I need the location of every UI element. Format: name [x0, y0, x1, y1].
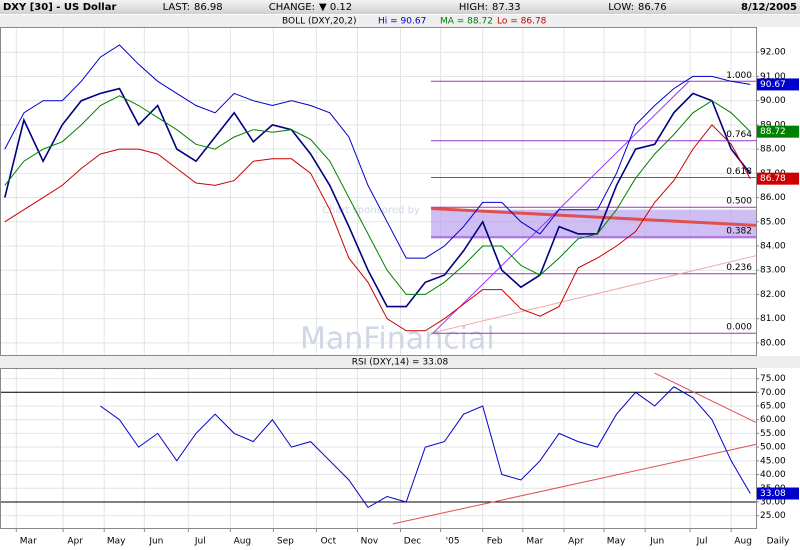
watermark-top: Chart sponsored by	[322, 205, 420, 216]
y-tick-label: 82.00	[760, 290, 786, 300]
series-line	[4, 44, 751, 259]
fib-label: 0.000	[726, 323, 752, 333]
y-tick-label: 84.00	[760, 242, 786, 252]
x-tick-label: Mar	[526, 537, 543, 547]
x-tick-label: Jun	[649, 537, 664, 547]
fib-label: 0.236	[726, 263, 752, 273]
trendline	[432, 80, 690, 334]
y-tick-label: 85.00	[760, 217, 786, 227]
panel-layer: 25.0030.0035.0040.0045.0050.0055.0060.00…	[1, 369, 799, 528]
y-tick-label: 81.00	[760, 314, 786, 324]
x-end-label: Daily	[767, 537, 790, 547]
rsi-title: RSI (DXY,14) = 33.08	[352, 358, 449, 368]
x-tick-label: Nov	[361, 537, 379, 547]
trendline	[654, 372, 757, 423]
value-tag	[757, 172, 799, 185]
x-tick-label: Aug	[234, 537, 252, 547]
x-tick-label: Mar	[20, 537, 37, 547]
y-tick-label: 88.00	[760, 145, 786, 155]
header-bar	[0, 0, 800, 14]
y-tick-label: 40.00	[760, 470, 786, 480]
legend-entry: Hi = 90.67	[378, 17, 426, 27]
x-tick-label: Oct	[321, 537, 337, 547]
y-tick-label: 60.00	[760, 415, 786, 425]
series-line	[100, 386, 751, 509]
stat-value: 87.33	[492, 2, 521, 13]
trendline	[430, 255, 757, 334]
stat-value: 86.76	[638, 2, 667, 13]
x-tick-label: Apr	[67, 537, 83, 547]
stat-value: ▼ 0.12	[319, 2, 352, 13]
watermark: ManFinancial	[300, 322, 495, 357]
panel-layer: 80.0081.0082.0083.0084.0085.0086.0087.00…	[1, 28, 799, 357]
x-tick-label: Sep	[277, 537, 294, 547]
indicator-bar	[0, 15, 800, 27]
series-line	[4, 87, 751, 308]
y-tick-label: 92.00	[760, 48, 786, 58]
series-line	[4, 95, 751, 295]
trendline	[392, 443, 757, 525]
x-tick-label: Jul	[194, 537, 206, 547]
x-tick-label: Jun	[148, 537, 163, 547]
price-panel	[0, 27, 757, 356]
x-tick-label: '05	[446, 537, 460, 547]
fib-label: 0.764	[726, 130, 752, 140]
x-tick-label: Dec	[404, 537, 421, 547]
value-tag-label: 86.78	[760, 174, 786, 184]
y-tick-label: 75.00	[760, 374, 786, 384]
y-tick-label: 80.00	[760, 338, 786, 348]
value-tag-label: 33.08	[760, 489, 786, 499]
y-tick-label: 89.00	[760, 120, 786, 130]
y-tick-label: 50.00	[760, 443, 786, 453]
y-tick-label: 30.00	[760, 497, 786, 507]
stat-label: CHANGE:	[269, 2, 315, 13]
y-tick-label: 91.00	[760, 72, 786, 82]
x-tick-label: Jul	[696, 537, 708, 547]
x-tick-label: May	[607, 537, 626, 547]
y-tick-label: 90.00	[760, 96, 786, 106]
fib-label: 1.000	[726, 71, 752, 81]
value-tag-label: 88.72	[760, 127, 786, 137]
value-tag	[757, 125, 799, 138]
indicator-label: BOLL (DXY,20,2)	[282, 17, 357, 27]
y-tick-label: 55.00	[760, 429, 786, 439]
x-tick-label: May	[107, 537, 126, 547]
value-tag	[757, 487, 799, 500]
stat-value: 86.98	[194, 2, 223, 13]
x-tick-label: Feb	[487, 537, 503, 547]
x-tick-label: Apr	[568, 537, 584, 547]
legend-entry: Lo = 86.78	[497, 17, 547, 27]
rsi-bar	[0, 356, 800, 368]
fib-label: 0.500	[726, 197, 752, 207]
value-tag	[757, 78, 799, 91]
stat-label: LAST:	[163, 2, 190, 13]
y-tick-label: 86.00	[760, 193, 786, 203]
symbol: DXY [30] - US Dollar	[3, 2, 116, 13]
series-line	[4, 124, 751, 332]
trendline	[430, 206, 757, 227]
legend-entry: MA = 88.72	[440, 17, 493, 27]
y-tick-label: 65.00	[760, 402, 786, 412]
y-tick-label: 45.00	[760, 456, 786, 466]
fib-label: 0.618	[726, 167, 752, 177]
stat-label: HIGH:	[459, 2, 488, 13]
value-tag-label: 90.67	[760, 80, 786, 90]
stat-label: LOW:	[608, 2, 634, 13]
date: 8/12/2005	[741, 2, 797, 13]
y-tick-label: 25.00	[760, 511, 786, 521]
y-tick-label: 70.00	[760, 388, 786, 398]
x-tick-label: Aug	[734, 537, 752, 547]
y-tick-label: 83.00	[760, 266, 786, 276]
fib-label: 0.382	[726, 226, 752, 236]
